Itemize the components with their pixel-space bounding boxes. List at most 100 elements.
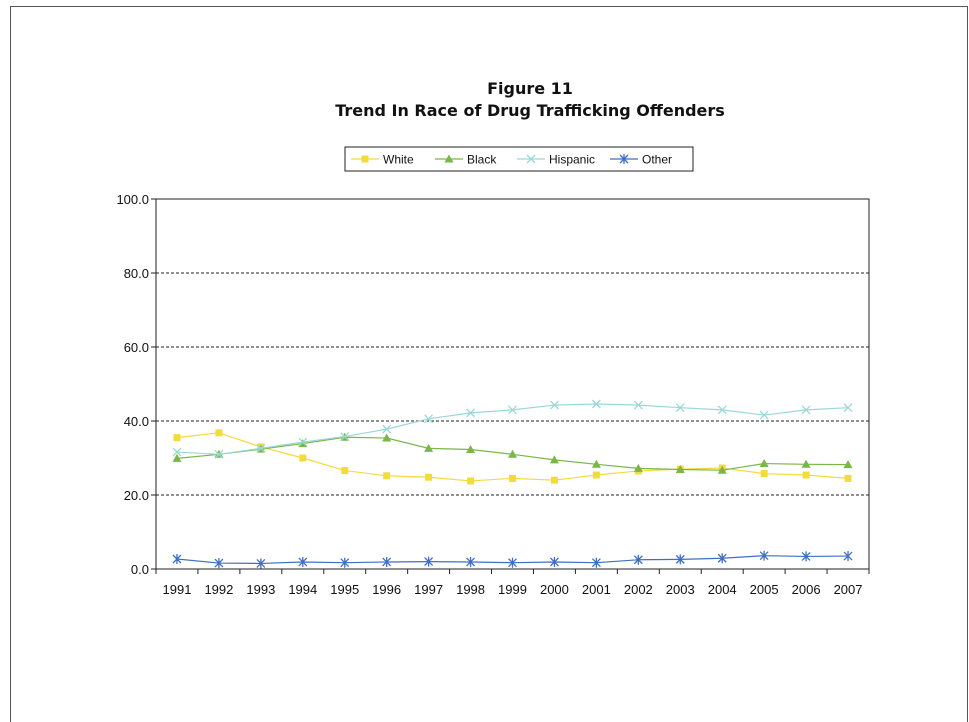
data-point-other: [256, 558, 266, 569]
x-tick-label: 2005: [750, 582, 779, 597]
x-tick-label: 2003: [666, 582, 695, 597]
y-tick-label: 100.0: [116, 192, 149, 207]
data-point-black: [675, 464, 685, 473]
data-point-hispanic: [256, 443, 266, 453]
data-point-other: [591, 557, 601, 568]
y-tick-label: 40.0: [124, 414, 149, 429]
y-tick-label: 60.0: [124, 340, 149, 355]
data-point-other: [424, 556, 434, 567]
series-hispanic: [172, 399, 853, 459]
legend-label-white: White: [383, 153, 414, 167]
data-point-white: [802, 471, 810, 479]
legend-marker-hispanic: [526, 154, 536, 164]
x-tick-label: 1999: [498, 582, 527, 597]
chart-title: Figure 11: [487, 79, 573, 98]
x-tick-label: 2001: [582, 582, 611, 597]
data-point-other: [759, 550, 769, 561]
page-frame: [10, 6, 968, 722]
legend-label-other: Other: [642, 153, 672, 167]
data-point-other: [717, 553, 727, 564]
data-point-hispanic: [466, 408, 476, 418]
data-point-white: [467, 477, 475, 485]
data-point-white: [215, 429, 223, 437]
y-tick-label: 20.0: [124, 488, 149, 503]
chart-subtitle: Trend In Race of Drug Trafficking Offend…: [335, 101, 725, 120]
data-point-other: [466, 556, 476, 567]
data-point-hispanic: [382, 424, 392, 434]
data-point-black: [633, 463, 643, 472]
x-tick-label: 2004: [708, 582, 737, 597]
x-tick-label: 2007: [834, 582, 863, 597]
data-point-other: [549, 556, 559, 567]
data-point-white: [173, 434, 181, 442]
data-point-other: [214, 558, 224, 569]
x-tick-label: 1994: [288, 582, 317, 597]
data-point-black: [759, 459, 769, 468]
data-point-hispanic: [172, 447, 182, 457]
legend-label-hispanic: Hispanic: [549, 153, 595, 167]
x-tick-label: 2002: [624, 582, 653, 597]
data-point-hispanic: [591, 399, 601, 409]
x-tick-label: 2000: [540, 582, 569, 597]
x-tick-label: 2006: [792, 582, 821, 597]
data-point-other: [172, 554, 182, 565]
data-point-hispanic: [717, 405, 727, 415]
data-point-white: [425, 473, 433, 481]
data-point-black: [466, 444, 476, 453]
data-point-white: [844, 474, 852, 482]
data-point-other: [801, 551, 811, 562]
x-tick-label: 1992: [204, 582, 233, 597]
data-point-other: [382, 556, 392, 567]
plot-frame: [155, 198, 870, 570]
data-point-black: [549, 455, 559, 464]
data-point-hispanic: [340, 432, 350, 441]
data-point-hispanic: [675, 403, 685, 413]
data-point-black: [508, 449, 517, 458]
data-point-white: [383, 472, 391, 480]
data-point-hispanic: [424, 414, 434, 424]
series-other: [172, 550, 853, 569]
data-point-hispanic: [508, 405, 517, 415]
legend: White Black Hispanic Other: [344, 146, 694, 172]
data-point-other: [843, 551, 853, 562]
legend-label-black: Black: [467, 153, 497, 167]
data-point-black: [717, 465, 727, 474]
data-point-hispanic: [549, 400, 559, 410]
legend-marker-white: [361, 155, 369, 163]
data-point-black: [382, 433, 392, 442]
data-point-other: [508, 557, 517, 568]
x-tick-label: 1996: [372, 582, 401, 597]
data-point-hispanic: [633, 400, 643, 410]
data-point-black: [843, 460, 853, 469]
data-point-black: [801, 459, 811, 468]
data-point-black: [424, 443, 434, 452]
x-tick-label: 1998: [456, 582, 485, 597]
x-tick-label: 1995: [330, 582, 359, 597]
data-point-white: [341, 467, 349, 475]
y-tick-label: 80.0: [124, 266, 149, 281]
data-point-hispanic: [759, 410, 769, 420]
legend-marker-black: [444, 154, 454, 163]
data-point-hispanic: [298, 437, 308, 447]
data-point-white: [592, 471, 600, 479]
data-point-other: [633, 554, 643, 565]
data-point-white: [299, 454, 307, 462]
data-point-white: [509, 474, 516, 482]
data-point-white: [760, 470, 768, 478]
data-point-other: [340, 557, 350, 568]
x-tick-label: 1991: [163, 582, 192, 597]
series-black: [172, 432, 853, 474]
data-point-black: [591, 459, 601, 468]
data-point-hispanic: [214, 449, 224, 459]
data-point-hispanic: [801, 405, 811, 415]
x-tick-label: 1993: [246, 582, 275, 597]
data-point-hispanic: [843, 403, 853, 413]
x-tick-label: 1997: [414, 582, 443, 597]
data-point-other: [675, 554, 685, 565]
data-point-white: [550, 476, 558, 484]
legend-marker-other: [619, 154, 629, 164]
data-point-other: [298, 556, 308, 567]
data-point-black: [172, 453, 182, 462]
y-tick-label: 0.0: [131, 562, 149, 577]
